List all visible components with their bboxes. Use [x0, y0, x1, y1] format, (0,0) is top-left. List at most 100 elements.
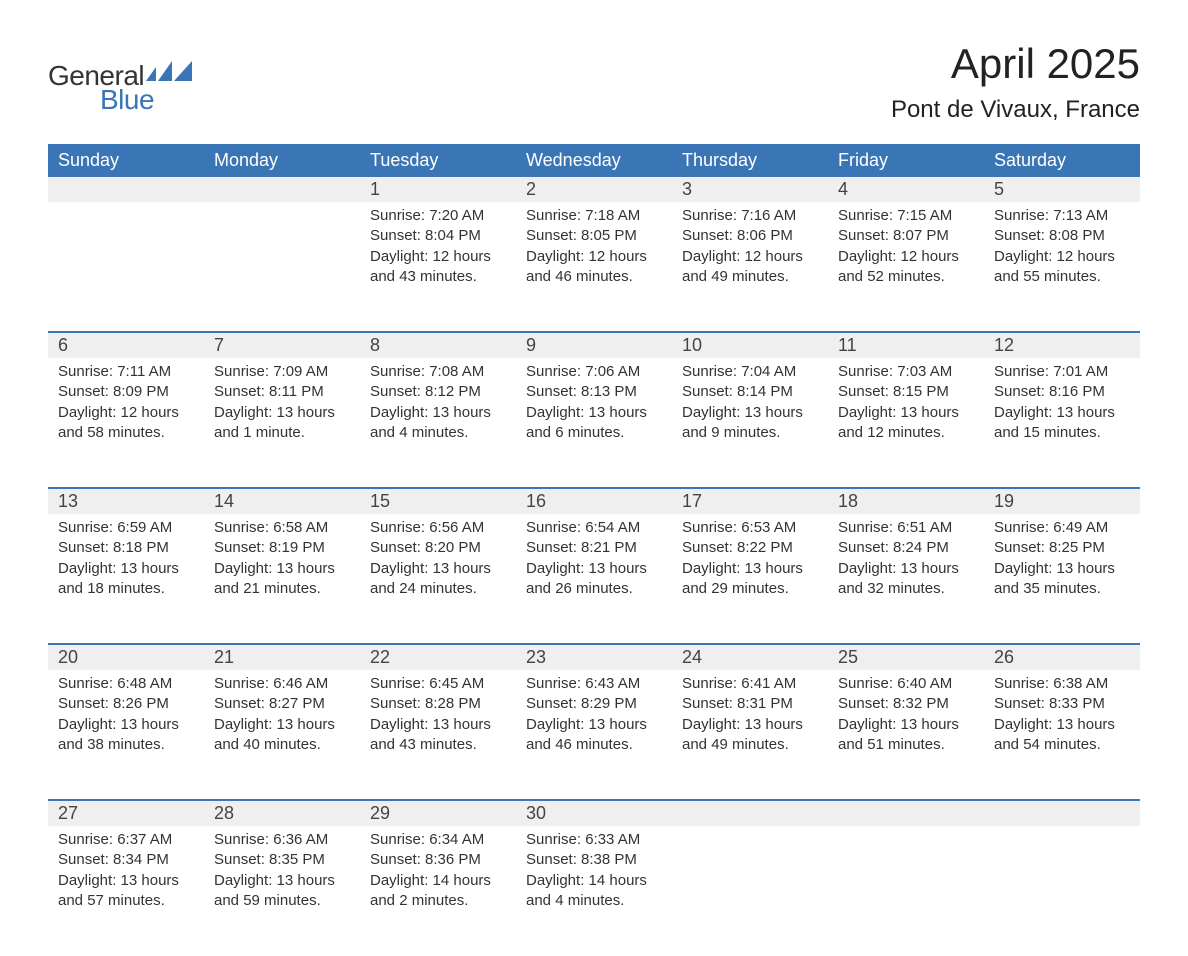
day-number-cell: 14: [204, 488, 360, 514]
daylight-line: Daylight: 13 hours and 1 minute.: [214, 403, 350, 444]
sunset-value: 8:16 PM: [1049, 383, 1105, 400]
sunset-line: Sunset: 8:05 PM: [526, 226, 662, 246]
day-number-cell: 3: [672, 177, 828, 202]
weekday-header: Thursday: [672, 144, 828, 177]
day-cell: Sunrise: 7:08 AMSunset: 8:12 PMDaylight:…: [360, 358, 516, 488]
day-number-row: 20212223242526: [48, 644, 1140, 670]
day-cell: Sunrise: 6:34 AMSunset: 8:36 PMDaylight:…: [360, 826, 516, 956]
sunset-value: 8:32 PM: [893, 695, 949, 712]
sunrise-line: Sunrise: 7:13 AM: [994, 206, 1130, 226]
sunset-value: 8:15 PM: [893, 383, 949, 400]
day-number-cell: 29: [360, 800, 516, 826]
day-content: Sunrise: 7:01 AMSunset: 8:16 PMDaylight:…: [984, 358, 1140, 455]
sunrise-line: Sunrise: 7:04 AM: [682, 362, 818, 382]
day-content-row: Sunrise: 7:11 AMSunset: 8:09 PMDaylight:…: [48, 358, 1140, 488]
daylight-line: Daylight: 12 hours and 49 minutes.: [682, 247, 818, 288]
sunrise-line: Sunrise: 6:43 AM: [526, 674, 662, 694]
day-number-cell: 30: [516, 800, 672, 826]
sunrise-value: 6:56 AM: [429, 519, 484, 536]
sunset-value: 8:14 PM: [737, 383, 793, 400]
day-number-row: 12345: [48, 177, 1140, 202]
day-content: Sunrise: 6:38 AMSunset: 8:33 PMDaylight:…: [984, 670, 1140, 767]
day-number-cell: 8: [360, 332, 516, 358]
sunrise-line: Sunrise: 6:53 AM: [682, 518, 818, 538]
sunrise-value: 6:38 AM: [1053, 675, 1108, 692]
sunrise-line: Sunrise: 7:15 AM: [838, 206, 974, 226]
sunrise-value: 7:13 AM: [1053, 207, 1108, 224]
day-number-cell: 18: [828, 488, 984, 514]
day-content: Sunrise: 6:36 AMSunset: 8:35 PMDaylight:…: [204, 826, 360, 923]
sunset-line: Sunset: 8:07 PM: [838, 226, 974, 246]
day-content: Sunrise: 7:20 AMSunset: 8:04 PMDaylight:…: [360, 202, 516, 299]
sunrise-line: Sunrise: 6:56 AM: [370, 518, 506, 538]
day-content: Sunrise: 6:41 AMSunset: 8:31 PMDaylight:…: [672, 670, 828, 767]
day-cell: Sunrise: 7:11 AMSunset: 8:09 PMDaylight:…: [48, 358, 204, 488]
sunset-value: 8:34 PM: [113, 851, 169, 868]
flag-icon: [146, 61, 192, 86]
day-content-row: Sunrise: 6:37 AMSunset: 8:34 PMDaylight:…: [48, 826, 1140, 956]
sunrise-line: Sunrise: 7:18 AM: [526, 206, 662, 226]
daylight-line: Daylight: 13 hours and 18 minutes.: [58, 559, 194, 600]
sunset-value: 8:27 PM: [269, 695, 325, 712]
sunrise-value: 6:45 AM: [429, 675, 484, 692]
sunset-value: 8:04 PM: [425, 227, 481, 244]
weekday-header: Sunday: [48, 144, 204, 177]
sunrise-line: Sunrise: 7:16 AM: [682, 206, 818, 226]
day-cell: Sunrise: 6:53 AMSunset: 8:22 PMDaylight:…: [672, 514, 828, 644]
daylight-line: Daylight: 13 hours and 26 minutes.: [526, 559, 662, 600]
sunset-line: Sunset: 8:06 PM: [682, 226, 818, 246]
day-content: Sunrise: 7:06 AMSunset: 8:13 PMDaylight:…: [516, 358, 672, 455]
daylight-line: Daylight: 13 hours and 4 minutes.: [370, 403, 506, 444]
day-number-cell: 12: [984, 332, 1140, 358]
sunset-line: Sunset: 8:15 PM: [838, 382, 974, 402]
day-cell: Sunrise: 6:36 AMSunset: 8:35 PMDaylight:…: [204, 826, 360, 956]
sunrise-line: Sunrise: 6:40 AM: [838, 674, 974, 694]
day-number-cell: 7: [204, 332, 360, 358]
page-title: April 2025: [891, 40, 1140, 88]
day-cell: Sunrise: 7:16 AMSunset: 8:06 PMDaylight:…: [672, 202, 828, 332]
sunset-line: Sunset: 8:34 PM: [58, 850, 194, 870]
weekday-header: Saturday: [984, 144, 1140, 177]
calendar-table: SundayMondayTuesdayWednesdayThursdayFrid…: [48, 144, 1140, 956]
sunrise-line: Sunrise: 6:41 AM: [682, 674, 818, 694]
sunrise-line: Sunrise: 7:01 AM: [994, 362, 1130, 382]
daylight-line: Daylight: 13 hours and 38 minutes.: [58, 715, 194, 756]
day-cell: Sunrise: 7:01 AMSunset: 8:16 PMDaylight:…: [984, 358, 1140, 488]
sunset-line: Sunset: 8:04 PM: [370, 226, 506, 246]
sunset-value: 8:05 PM: [581, 227, 637, 244]
sunset-line: Sunset: 8:24 PM: [838, 538, 974, 558]
day-number-cell: 19: [984, 488, 1140, 514]
day-number-cell: 10: [672, 332, 828, 358]
day-cell: Sunrise: 7:09 AMSunset: 8:11 PMDaylight:…: [204, 358, 360, 488]
day-content: Sunrise: 6:48 AMSunset: 8:26 PMDaylight:…: [48, 670, 204, 767]
daylight-line: Daylight: 14 hours and 4 minutes.: [526, 871, 662, 912]
sunrise-line: Sunrise: 6:48 AM: [58, 674, 194, 694]
day-cell: Sunrise: 7:18 AMSunset: 8:05 PMDaylight:…: [516, 202, 672, 332]
daylight-line: Daylight: 14 hours and 2 minutes.: [370, 871, 506, 912]
sunset-line: Sunset: 8:21 PM: [526, 538, 662, 558]
daylight-line: Daylight: 13 hours and 12 minutes.: [838, 403, 974, 444]
day-number-cell: 27: [48, 800, 204, 826]
day-number-cell: 20: [48, 644, 204, 670]
day-content: Sunrise: 7:16 AMSunset: 8:06 PMDaylight:…: [672, 202, 828, 299]
sunrise-line: Sunrise: 6:54 AM: [526, 518, 662, 538]
day-number-cell: 2: [516, 177, 672, 202]
daylight-line: Daylight: 13 hours and 43 minutes.: [370, 715, 506, 756]
sunrise-value: 7:09 AM: [273, 363, 328, 380]
day-cell: Sunrise: 6:33 AMSunset: 8:38 PMDaylight:…: [516, 826, 672, 956]
day-cell: Sunrise: 6:41 AMSunset: 8:31 PMDaylight:…: [672, 670, 828, 800]
day-content: Sunrise: 7:13 AMSunset: 8:08 PMDaylight:…: [984, 202, 1140, 299]
day-cell: Sunrise: 6:38 AMSunset: 8:33 PMDaylight:…: [984, 670, 1140, 800]
sunrise-value: 6:36 AM: [273, 831, 328, 848]
sunrise-line: Sunrise: 6:33 AM: [526, 830, 662, 850]
sunset-value: 8:28 PM: [425, 695, 481, 712]
sunrise-value: 6:46 AM: [273, 675, 328, 692]
daylight-line: Daylight: 13 hours and 24 minutes.: [370, 559, 506, 600]
daylight-line: Daylight: 13 hours and 15 minutes.: [994, 403, 1130, 444]
sunset-value: 8:09 PM: [113, 383, 169, 400]
day-content: Sunrise: 6:34 AMSunset: 8:36 PMDaylight:…: [360, 826, 516, 923]
daylight-line: Daylight: 13 hours and 46 minutes.: [526, 715, 662, 756]
day-content: Sunrise: 6:49 AMSunset: 8:25 PMDaylight:…: [984, 514, 1140, 611]
day-cell: Sunrise: 6:58 AMSunset: 8:19 PMDaylight:…: [204, 514, 360, 644]
day-content: Sunrise: 6:58 AMSunset: 8:19 PMDaylight:…: [204, 514, 360, 611]
